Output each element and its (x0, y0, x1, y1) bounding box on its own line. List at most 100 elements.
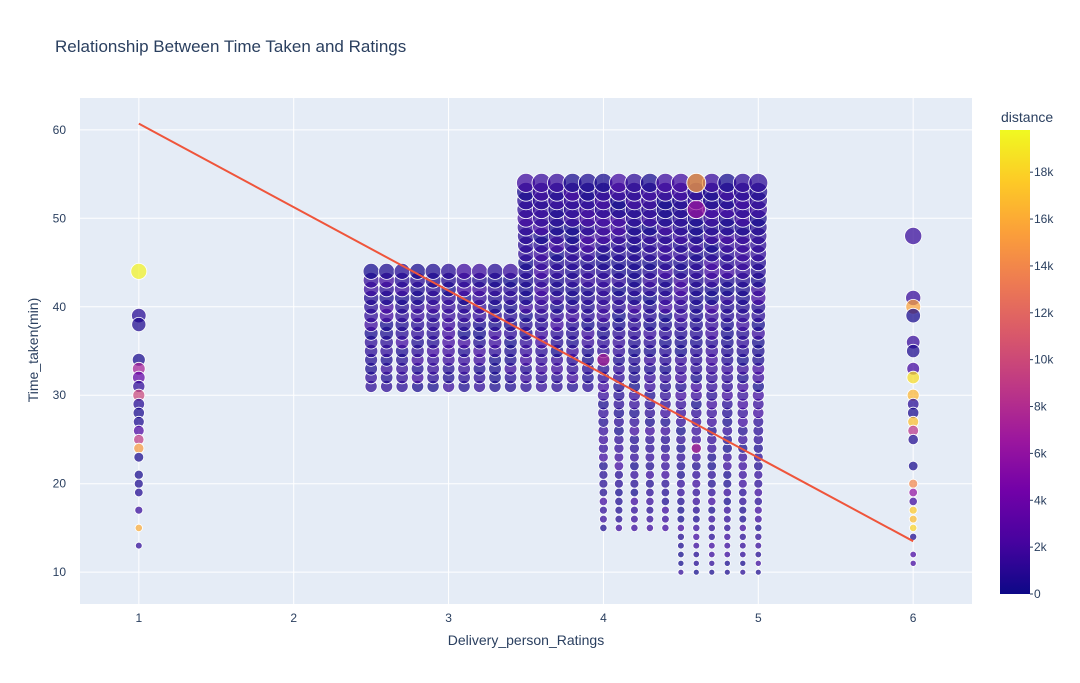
scatter-point (134, 505, 144, 515)
x-tick-label: 4 (600, 611, 607, 625)
scatter-point (691, 478, 702, 489)
scatter-point (677, 559, 685, 567)
colorbar: distance 0 2k 4k 6k 8k 10k 12k 14k 16k 18k (1000, 109, 1054, 601)
scatter-point (134, 523, 143, 533)
scatter-point (753, 514, 763, 524)
scatter-point (692, 559, 700, 567)
scatter-point (596, 352, 611, 367)
scatter-point (471, 262, 488, 280)
scatter-point (135, 541, 143, 550)
scatter-point (907, 433, 919, 446)
scatter-point (645, 523, 655, 533)
scatter-point (723, 523, 732, 533)
scatter-point (629, 478, 640, 489)
scatter-point (660, 496, 671, 506)
scatter-point (630, 505, 639, 515)
scatter-point (753, 505, 763, 515)
scatter-point (661, 505, 670, 515)
scatter-point (614, 514, 624, 524)
colorbar-title: distance (1001, 109, 1053, 125)
scatter-point (675, 469, 686, 480)
scatter-point (722, 514, 732, 524)
x-tick-label: 6 (910, 611, 917, 625)
scatter-point (738, 541, 747, 550)
scatter-point (133, 442, 145, 454)
scatter-point (686, 199, 706, 219)
scatter-point (614, 496, 624, 506)
scatter-point (754, 532, 763, 541)
scatter-point (614, 505, 624, 515)
x-tick-label: 1 (136, 611, 143, 625)
scatter-point (629, 487, 640, 498)
scatter-point (645, 478, 655, 489)
scatter-point (906, 370, 920, 385)
y-tick-label: 30 (53, 388, 67, 402)
scatter-point (502, 262, 519, 280)
scatter-point (613, 469, 624, 480)
scatter-point (691, 514, 701, 524)
scatter-point (708, 568, 716, 576)
scatter-point (676, 505, 686, 515)
scatter-point (908, 505, 918, 515)
scatter-point (629, 469, 640, 480)
scatter-point (722, 460, 733, 472)
scatter-point (630, 523, 639, 533)
scatter-point (676, 478, 686, 489)
scatter-point (722, 496, 732, 506)
colorbar-gradient-bar (1000, 130, 1030, 594)
scatter-point (723, 550, 731, 559)
scatter-point (908, 478, 919, 489)
scatter-point (905, 307, 921, 324)
scatter-point (644, 469, 655, 480)
scatter-point (645, 496, 655, 506)
scatter-point (644, 460, 656, 472)
scatter-point (677, 541, 685, 550)
scatter-point (908, 496, 918, 506)
x-axis-ticks: 1 2 3 4 5 6 (136, 611, 917, 625)
scatter-point (708, 559, 716, 567)
scatter-point (723, 568, 731, 576)
scatter-point (737, 469, 748, 480)
scatter-point (692, 568, 700, 576)
trendline (138, 122, 914, 543)
trendline-layer (138, 122, 914, 543)
scatter-point (614, 478, 624, 489)
scatter-point (748, 172, 769, 193)
scatter-point (486, 262, 504, 280)
scatter-point (707, 532, 716, 541)
scatter-point (660, 487, 671, 498)
scatter-point (134, 487, 144, 498)
scatter-point (722, 478, 733, 489)
scatter-point (909, 559, 917, 567)
x-tick-label: 2 (290, 611, 297, 625)
y-tick-label: 20 (53, 477, 67, 491)
scatter-point (133, 451, 145, 463)
scatter-point (692, 523, 701, 533)
scatter-point (707, 523, 716, 533)
scatter-point (706, 460, 718, 472)
scatter-point (676, 514, 686, 524)
scatter-point (738, 496, 748, 506)
scatter-point (691, 469, 702, 480)
scatter-point (599, 514, 608, 524)
scatter-point (691, 496, 701, 506)
scatter-point (706, 478, 717, 489)
scatter-point (722, 505, 732, 515)
scatter-point (738, 532, 747, 541)
scatter-point (599, 523, 608, 533)
colorbar-tick-label: 12k (1034, 306, 1054, 320)
colorbar-tick-label: 8k (1034, 400, 1048, 414)
colorbar-tick-label: 2k (1034, 540, 1048, 554)
scatter-point (754, 541, 763, 550)
scatter-point (738, 514, 748, 524)
scatter-point (690, 442, 702, 454)
scatter-point (692, 541, 701, 550)
scatter-point (723, 559, 731, 567)
y-tick-label: 50 (53, 211, 67, 225)
scatter-point (598, 478, 609, 489)
colorbar-tick-label: 16k (1034, 212, 1054, 226)
scatter-point (706, 469, 717, 480)
scatter-point (133, 469, 144, 480)
scatter-point (739, 568, 747, 576)
